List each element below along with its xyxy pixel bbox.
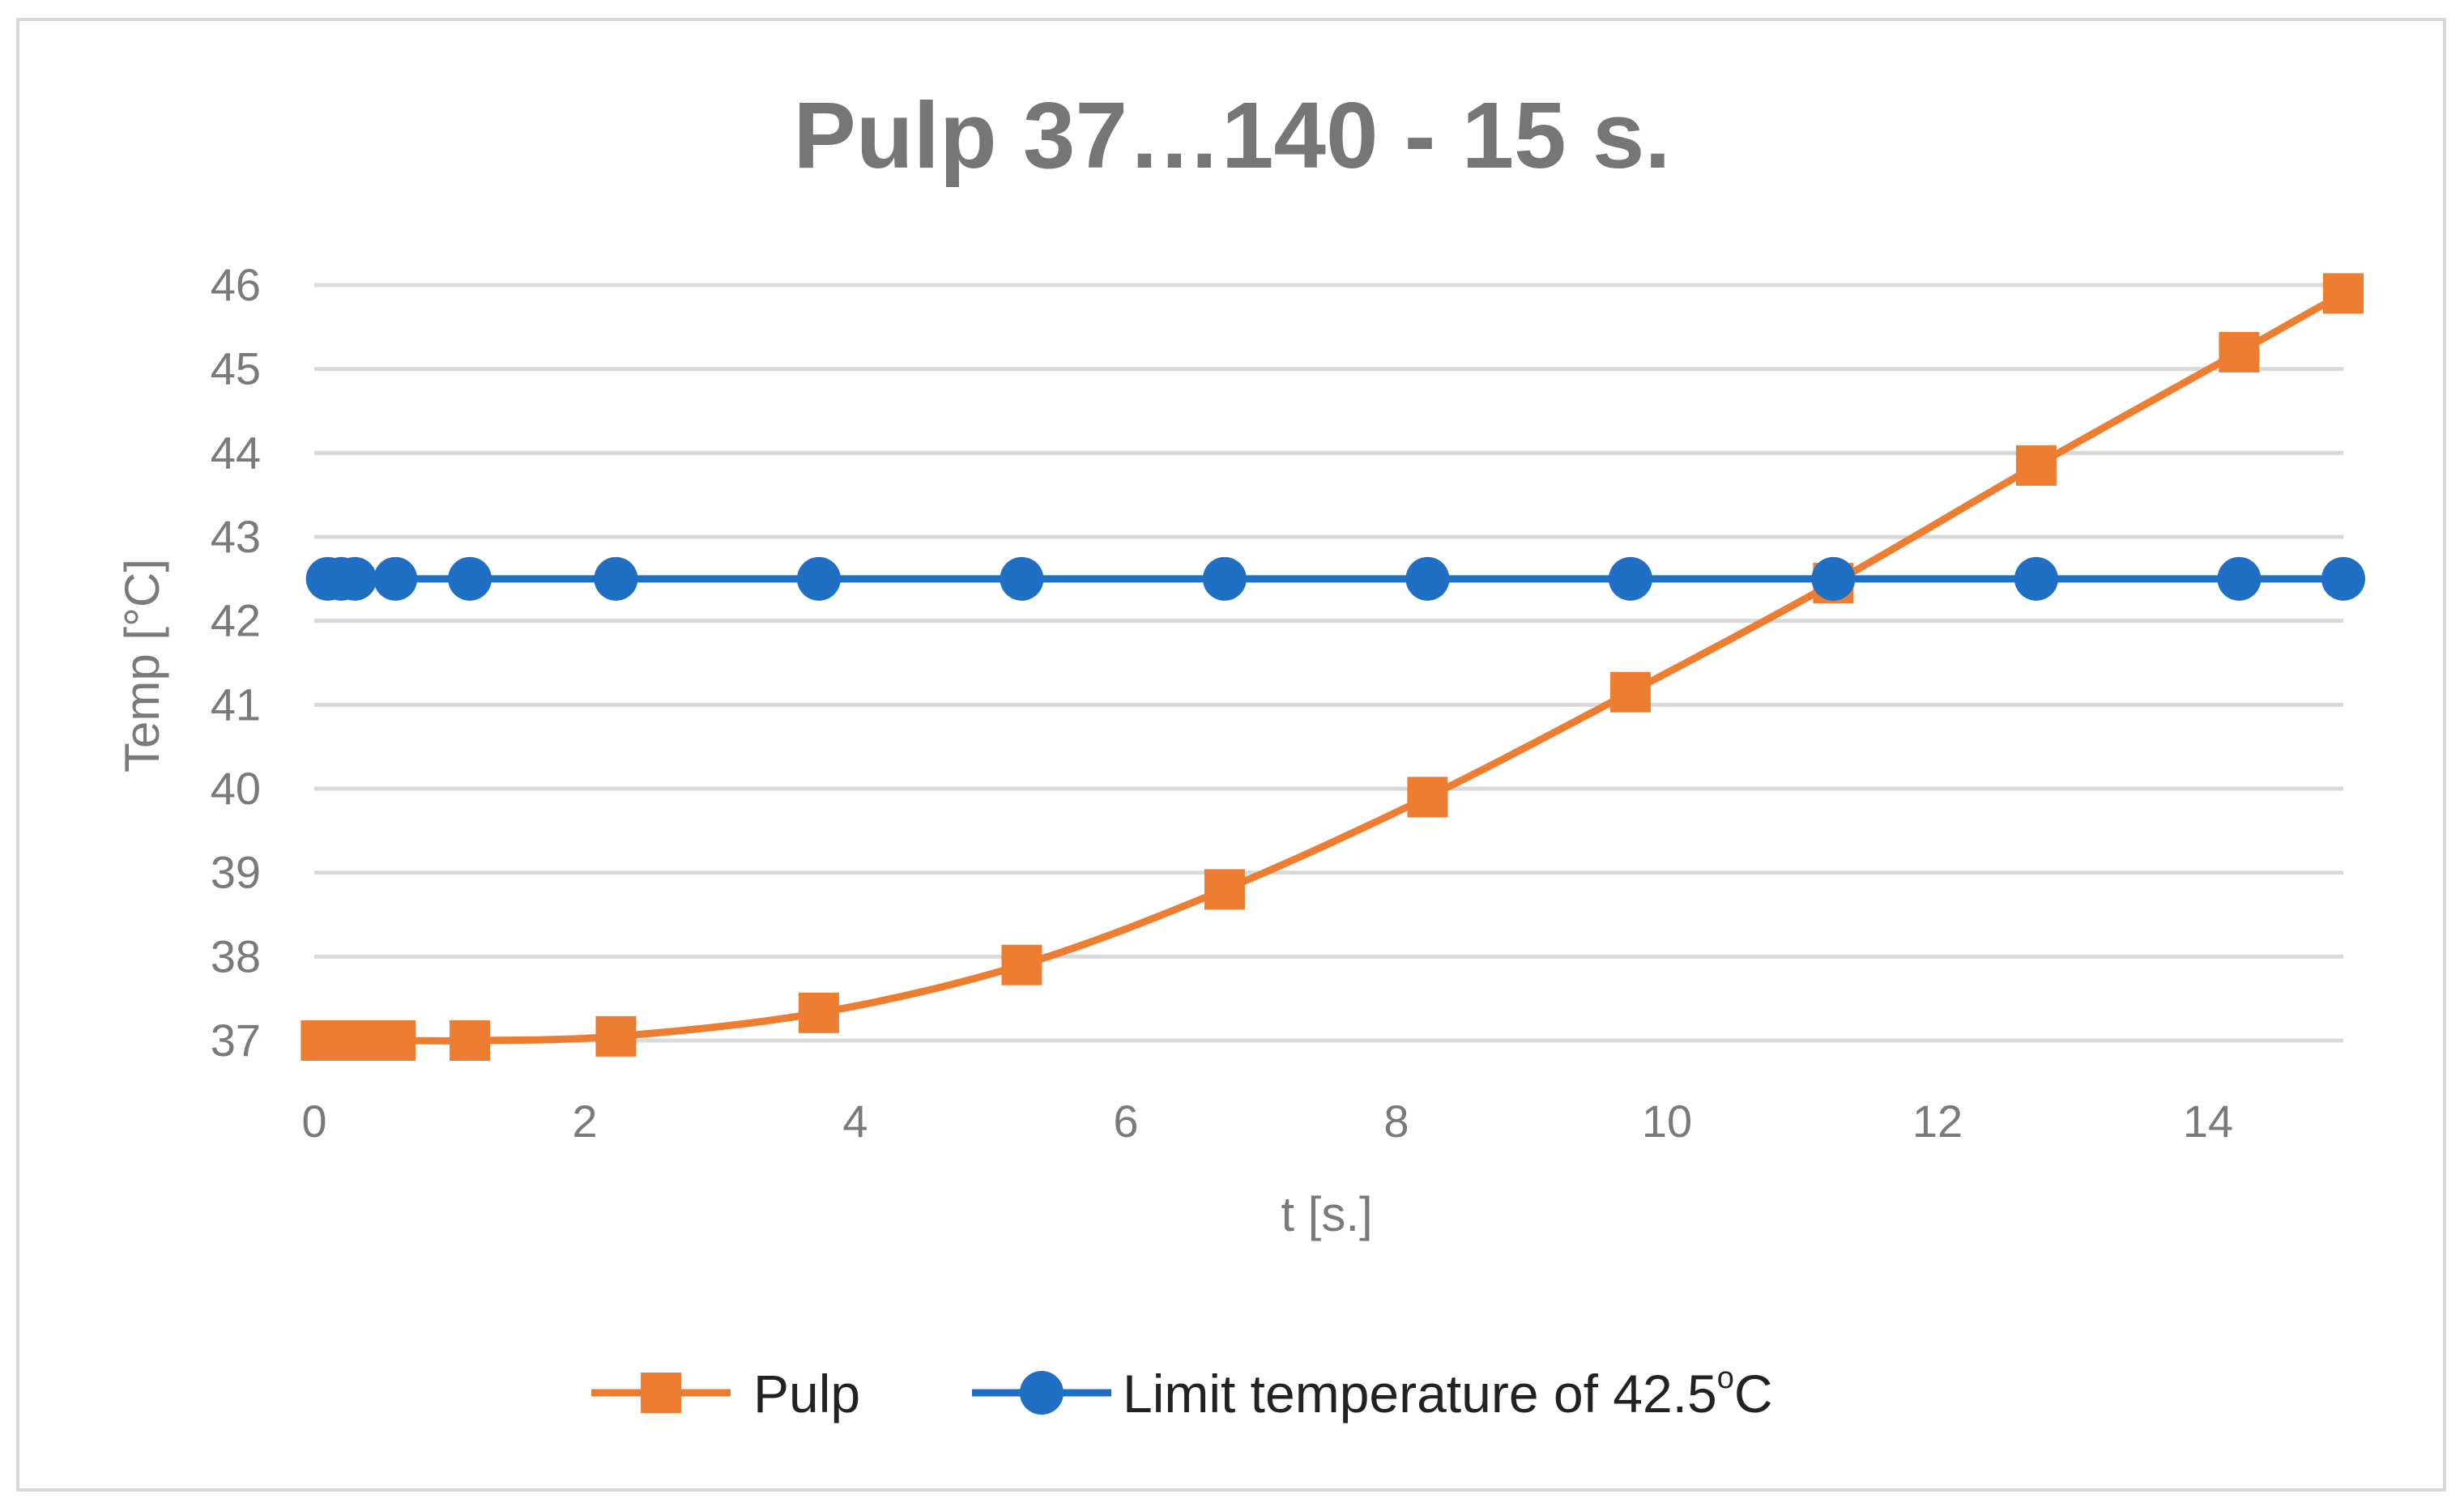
pulp-line [317,289,2347,1045]
limit-point [2321,556,2365,601]
pulp-point [450,1020,491,1061]
y-tick-label: 42 [211,595,261,646]
pulp-point [595,1015,637,1057]
limit-point [1202,556,1247,601]
y-tick-label: 40 [211,763,261,814]
x-axis-ticks: 0 2 4 6 8 10 12 14 [301,1096,2233,1147]
y-tick-label: 39 [211,847,261,898]
legend-pulp-marker [641,1373,681,1413]
series-layer [301,273,2365,1061]
legend-item-limit: Limit temperature of 42.5oC [972,1361,1773,1424]
x-tick-label: 4 [842,1096,868,1147]
chart-frame [16,18,2446,1492]
pulp-point [2323,273,2364,314]
legend-item-pulp: Pulp [591,1364,860,1424]
y-axis-ticks: 37 38 39 40 41 42 43 44 45 46 [211,259,261,1066]
x-tick-label: 2 [572,1096,597,1147]
limit-point [448,556,492,601]
y-axis-title: Temp [°C] [115,559,169,773]
limit-point [1000,556,1044,601]
pulp-point [2219,331,2260,372]
pulp-point [1609,671,1651,713]
y-tick-label: 46 [211,259,261,310]
legend-limit-label: Limit temperature of 42.5oC [1123,1361,1773,1424]
legend-limit-label-unit: C [1734,1364,1773,1424]
x-tick-label: 0 [301,1096,326,1147]
x-tick-label: 10 [1642,1096,1692,1147]
limit-point [1405,556,1450,601]
x-tick-label: 6 [1113,1096,1138,1147]
limit-point [796,556,841,601]
pulp-point [1001,944,1042,985]
limit-point [1608,556,1652,601]
legend-limit-marker [1020,1371,1064,1415]
y-tick-label: 45 [211,343,261,394]
x-tick-label: 14 [2183,1096,2233,1147]
limit-point [594,556,638,601]
x-axis-title: t [s.] [1281,1187,1372,1241]
pulp-point [1204,869,1245,910]
grid-lines [314,283,2343,1043]
pulp-point [341,1020,382,1061]
legend-pulp-label: Pulp [753,1364,860,1424]
limit-point [333,556,377,601]
limit-point [373,556,418,601]
legend: Pulp Limit temperature of 42.5oC [591,1361,1773,1424]
pulp-point [798,992,839,1033]
y-tick-label: 37 [211,1015,261,1066]
pulp-point [2015,445,2057,486]
limit-point [1811,556,1856,601]
pulp-point [1407,777,1448,818]
x-tick-label: 12 [1912,1096,1963,1147]
y-tick-label: 43 [211,511,261,562]
y-tick-label: 44 [211,427,261,478]
legend-limit-label-main: Limit temperature of 42.5 [1123,1364,1717,1424]
legend-limit-label-degree: o [1717,1361,1734,1395]
limit-point [2014,556,2058,601]
chart-title: Pulp 37…140 - 15 s. [793,83,1670,188]
y-tick-label: 38 [211,930,261,981]
pulp-point [375,1020,416,1061]
limit-point [2217,556,2262,601]
x-tick-label: 8 [1383,1096,1409,1147]
y-tick-label: 41 [211,679,261,730]
